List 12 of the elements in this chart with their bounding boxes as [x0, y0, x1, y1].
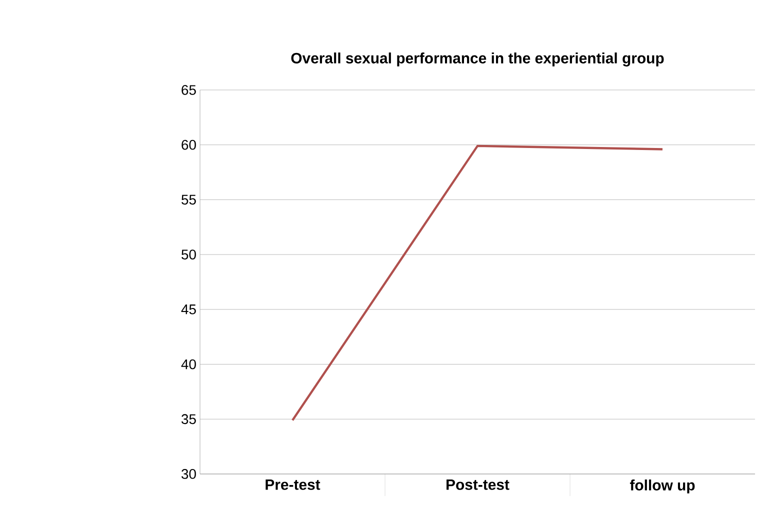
y-tick-label: 65: [182, 85, 196, 95]
x-tick-label: Post-test: [446, 480, 510, 490]
x-tick-label: Pre-test: [266, 480, 320, 490]
y-tick-label: 50: [182, 250, 196, 260]
y-tick-label: 40: [181, 359, 196, 370]
y-tick-label: 55: [182, 194, 196, 205]
y-tick-label: 45: [181, 304, 196, 314]
x-tick-label: follow up: [630, 480, 695, 494]
y-tick-label: 35: [182, 414, 196, 424]
y-tick-label: 30: [182, 469, 196, 479]
chart-title: Overall sexual performance in the experiential group: [291, 52, 664, 66]
y-tick-label: 60: [182, 140, 196, 150]
